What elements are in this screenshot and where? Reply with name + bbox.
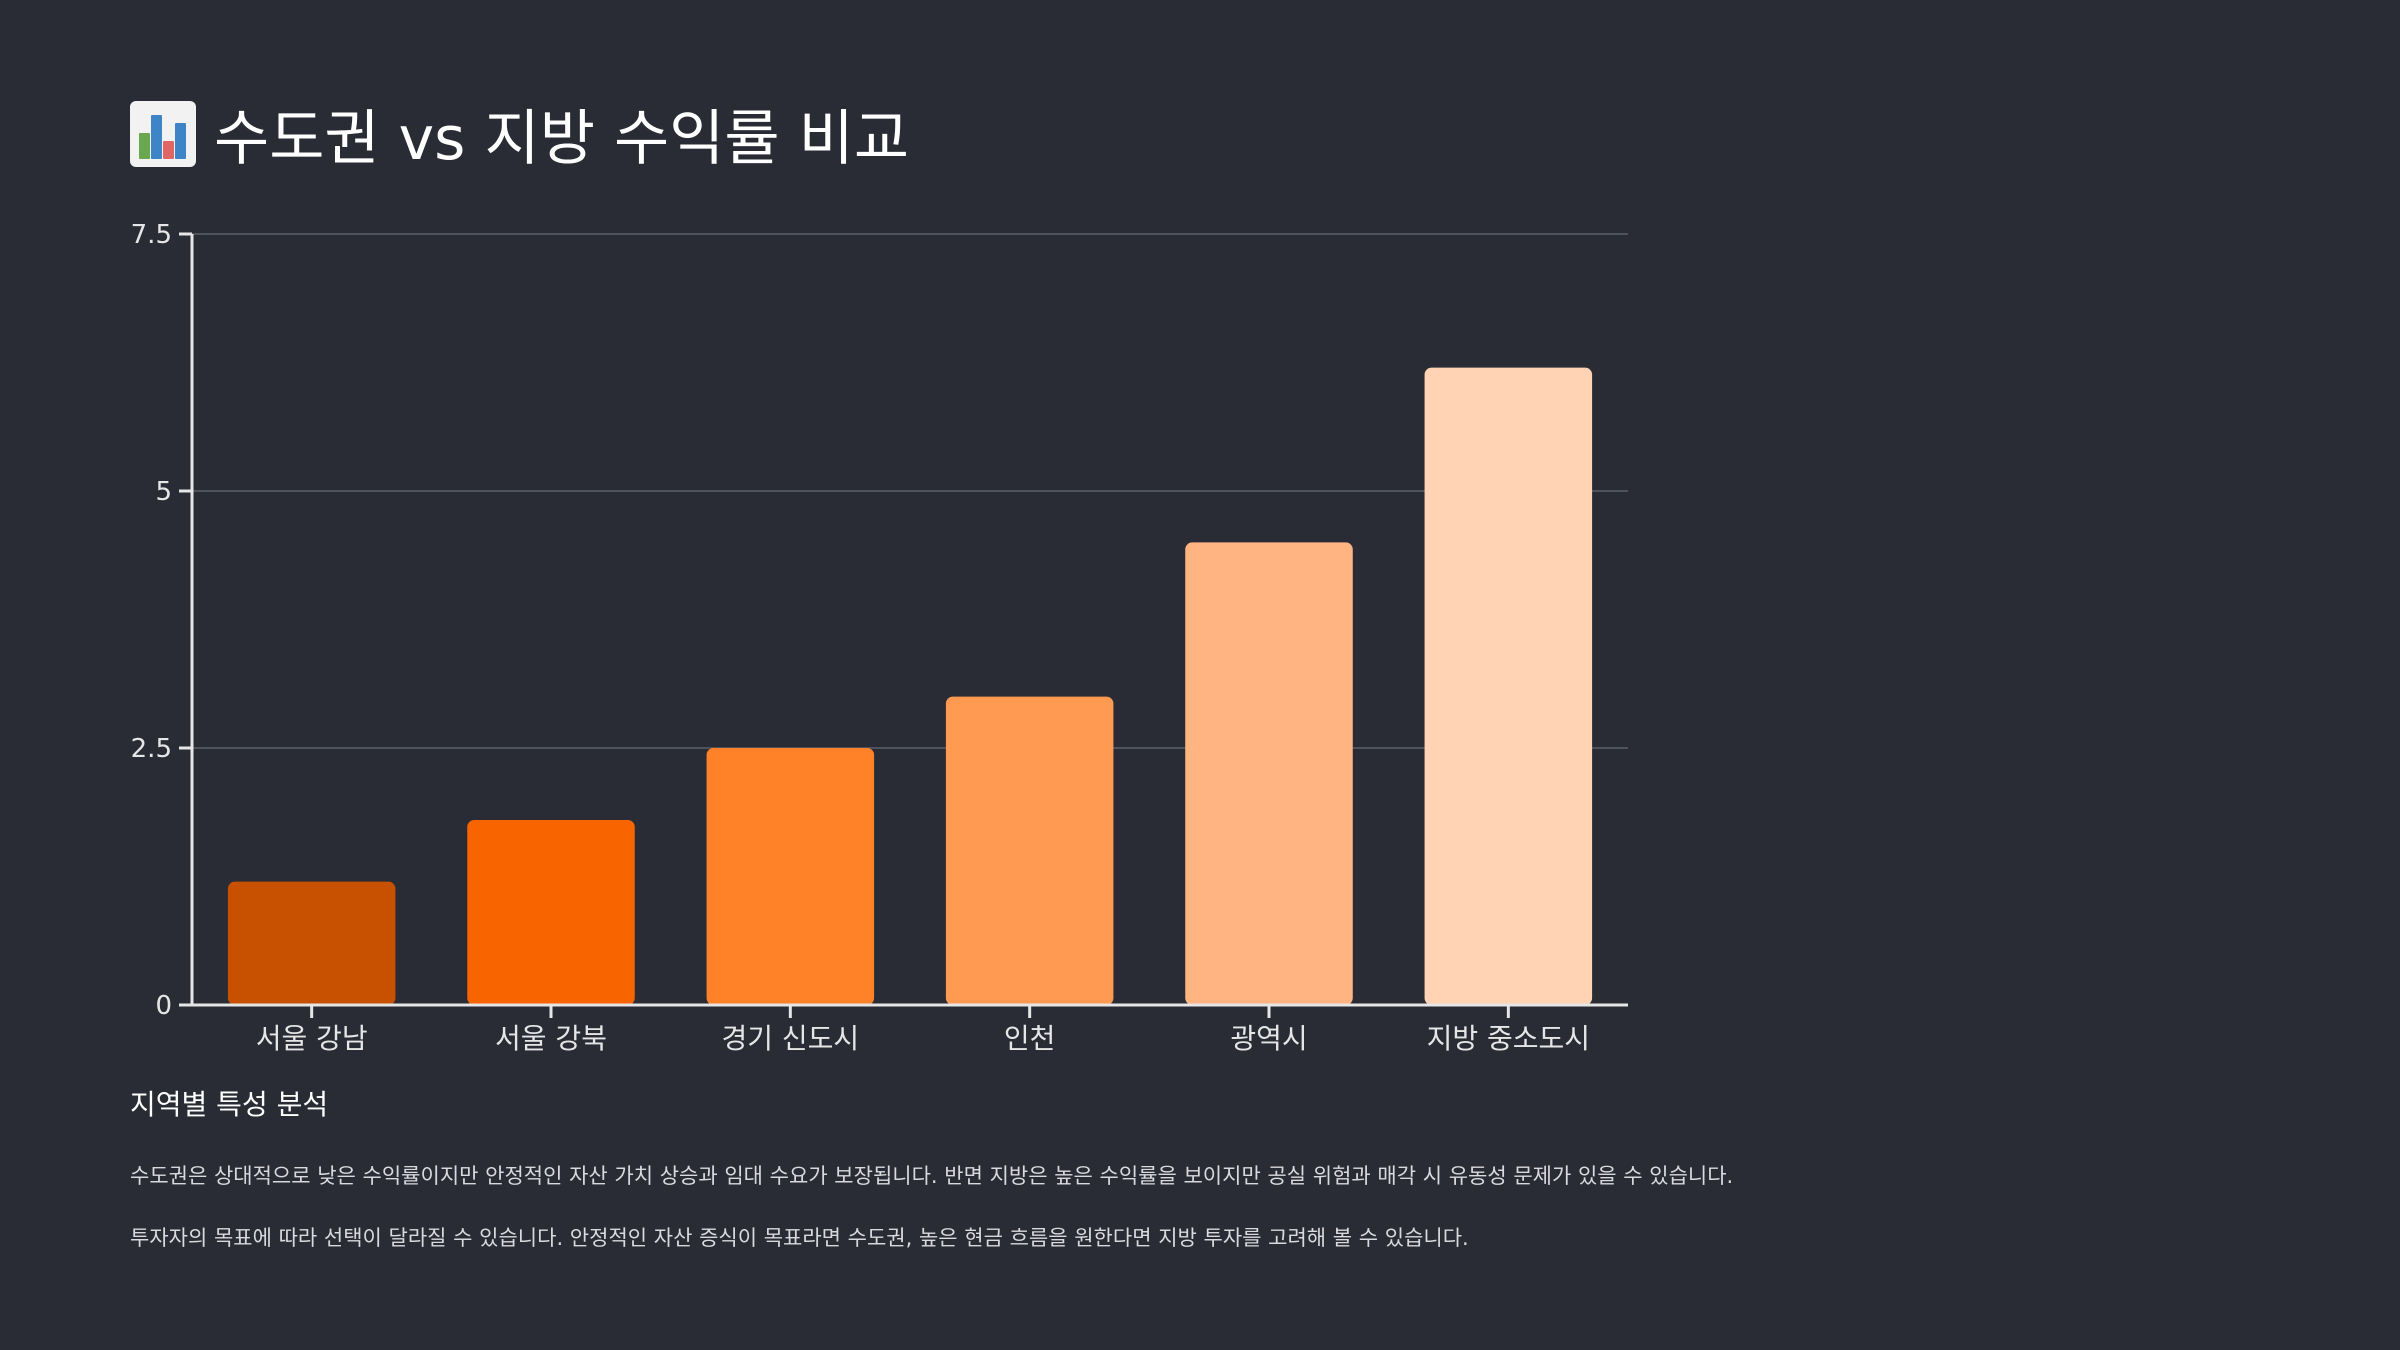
bar xyxy=(1185,542,1353,1005)
x-tick-label: 광역시 xyxy=(1230,1022,1307,1055)
bar-chart-icon xyxy=(130,100,196,167)
x-tick-label: 서울 강북 xyxy=(495,1022,607,1055)
x-tick-label: 서울 강남 xyxy=(256,1022,368,1055)
bar xyxy=(706,748,875,1005)
bar xyxy=(945,696,1114,1005)
analysis-paragraph-1: 수도권은 상대적으로 낮은 수익률이지만 안정적인 자산 가치 상승과 임대 수… xyxy=(130,1164,1734,1188)
y-tick-label: 0 xyxy=(155,991,172,1021)
y-tick-label: 2.5 xyxy=(131,734,172,764)
x-tick-label: 경기 신도시 xyxy=(721,1022,859,1055)
y-tick-label: 7.5 xyxy=(131,220,172,250)
analysis-paragraph-2: 투자자의 목표에 따라 선택이 달라질 수 있습니다. 안정적인 자산 증식이 … xyxy=(130,1226,1469,1250)
y-tick-label: 5 xyxy=(155,477,172,507)
bar xyxy=(467,819,635,1005)
x-tick-label: 인천 xyxy=(1004,1022,1056,1055)
bar xyxy=(1424,367,1593,1005)
bar-chart: 0 2.5 5 7.5 서울 강남 서울 강북 경기 신도시 인천 광역시 지방 중소도시 xyxy=(131,220,1628,1055)
page-title-text: 수도권 vs 지방 수익률 비교 xyxy=(214,104,910,174)
page-title: 수도권 vs 지방 수익률 비교 xyxy=(130,90,909,177)
x-tick-label: 지방 중소도시 xyxy=(1427,1022,1590,1055)
bar xyxy=(227,881,396,1005)
analysis-heading: 지역별 특성 분석 xyxy=(130,1088,329,1121)
